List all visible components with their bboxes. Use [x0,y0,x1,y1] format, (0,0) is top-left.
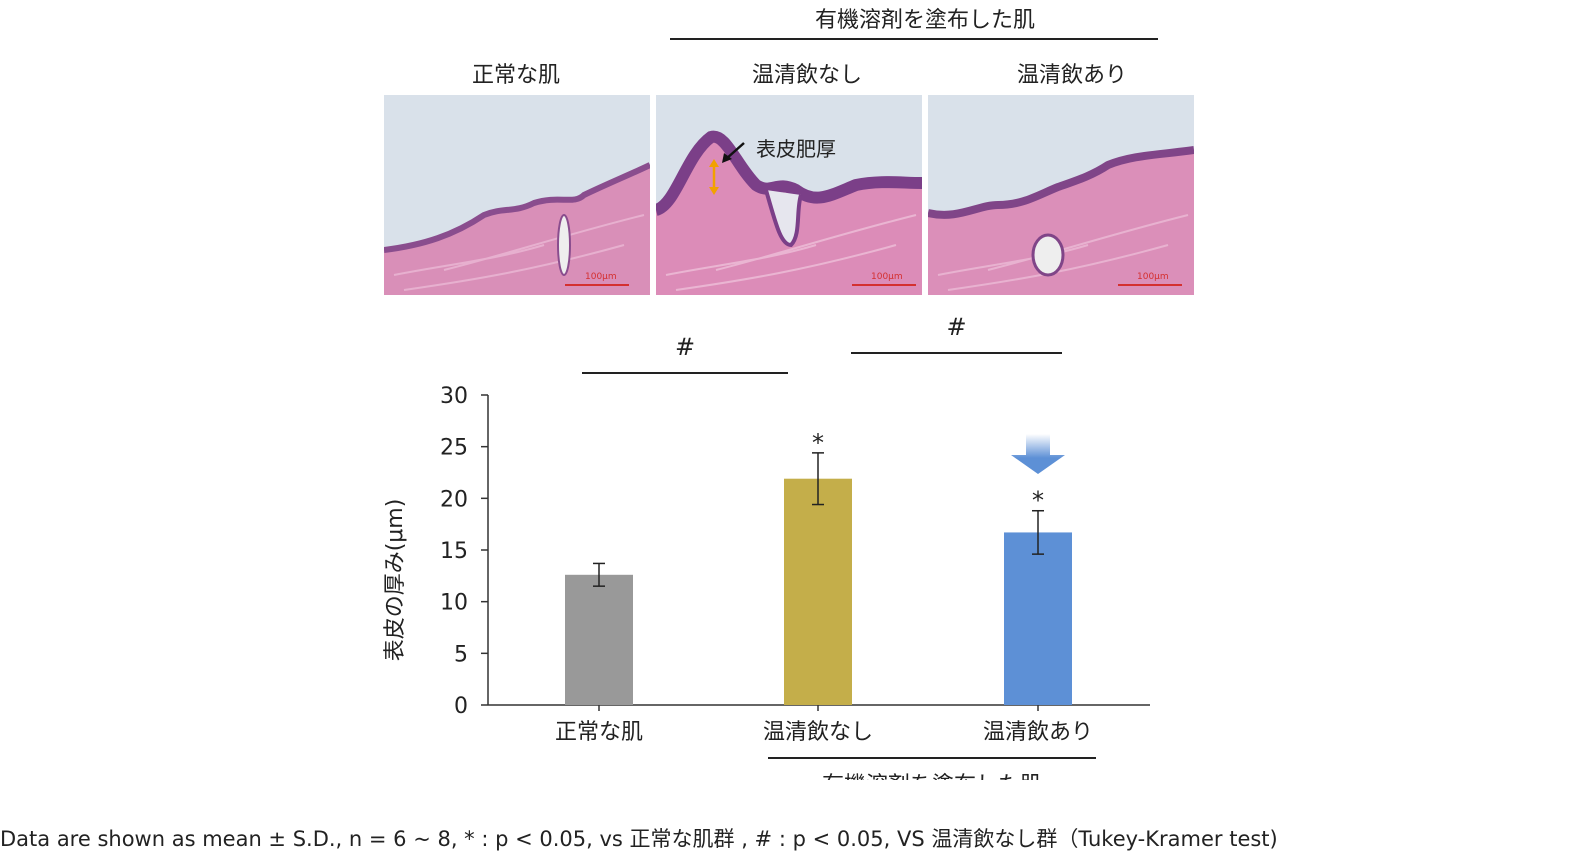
annotation-arrows [709,142,745,195]
significance-star: * [812,429,824,457]
y-tick-label: 10 [440,591,468,616]
y-tick-label: 0 [454,694,468,719]
bar [565,574,633,705]
y-axis-label: 表皮の厚み(μm) [383,499,408,662]
y-tick-label: 15 [440,539,468,564]
panel-label-normal: 正常な肌 [471,63,560,88]
group-header-top: 有機溶剤を塗布した肌 [814,8,1035,33]
scale-bar-1 [565,284,629,286]
x-tick-label: 温清飲なし [763,720,873,745]
annotation-label: 表皮肥厚 [756,137,836,161]
scale-label-2: 100μm [871,272,903,282]
footer-note: Data are shown as mean ± S.D., n = 6 ~ 8… [0,827,1278,851]
histology-panel-with [928,95,1194,295]
x-tick-label: 温清飲あり [983,720,1093,745]
histology-panel-without [656,95,922,295]
hash-mark: # [675,333,695,361]
panel-label-without: 温清飲なし [751,63,862,88]
scale-bar-2 [852,284,916,286]
panel-label-with: 温清飲あり [1016,63,1127,88]
group-label: 有機溶剤を塗布した肌 [822,773,1042,780]
hash-mark: # [946,313,966,341]
y-tick-label: 25 [440,436,468,461]
scale-bar-3 [1118,284,1182,286]
bar [1004,532,1072,705]
bar [784,478,852,705]
down-arrow-icon [1011,434,1065,474]
y-tick-label: 30 [440,384,468,409]
group-header-top-rule [670,38,1158,40]
y-tick-label: 20 [440,487,468,512]
y-tick-label: 5 [454,642,468,667]
x-tick-label: 正常な肌 [555,720,643,745]
scale-label-3: 100μm [1137,272,1169,282]
histology-panel-normal [384,95,650,295]
significance-star: * [1032,487,1044,515]
bar-chart: 0 5 10 15 20 25 30 表皮の厚み(μm) 正常な肌 温清飲なし * 温清飲あり * 有機溶… [383,313,1150,780]
scale-label-1: 100μm [585,272,617,282]
